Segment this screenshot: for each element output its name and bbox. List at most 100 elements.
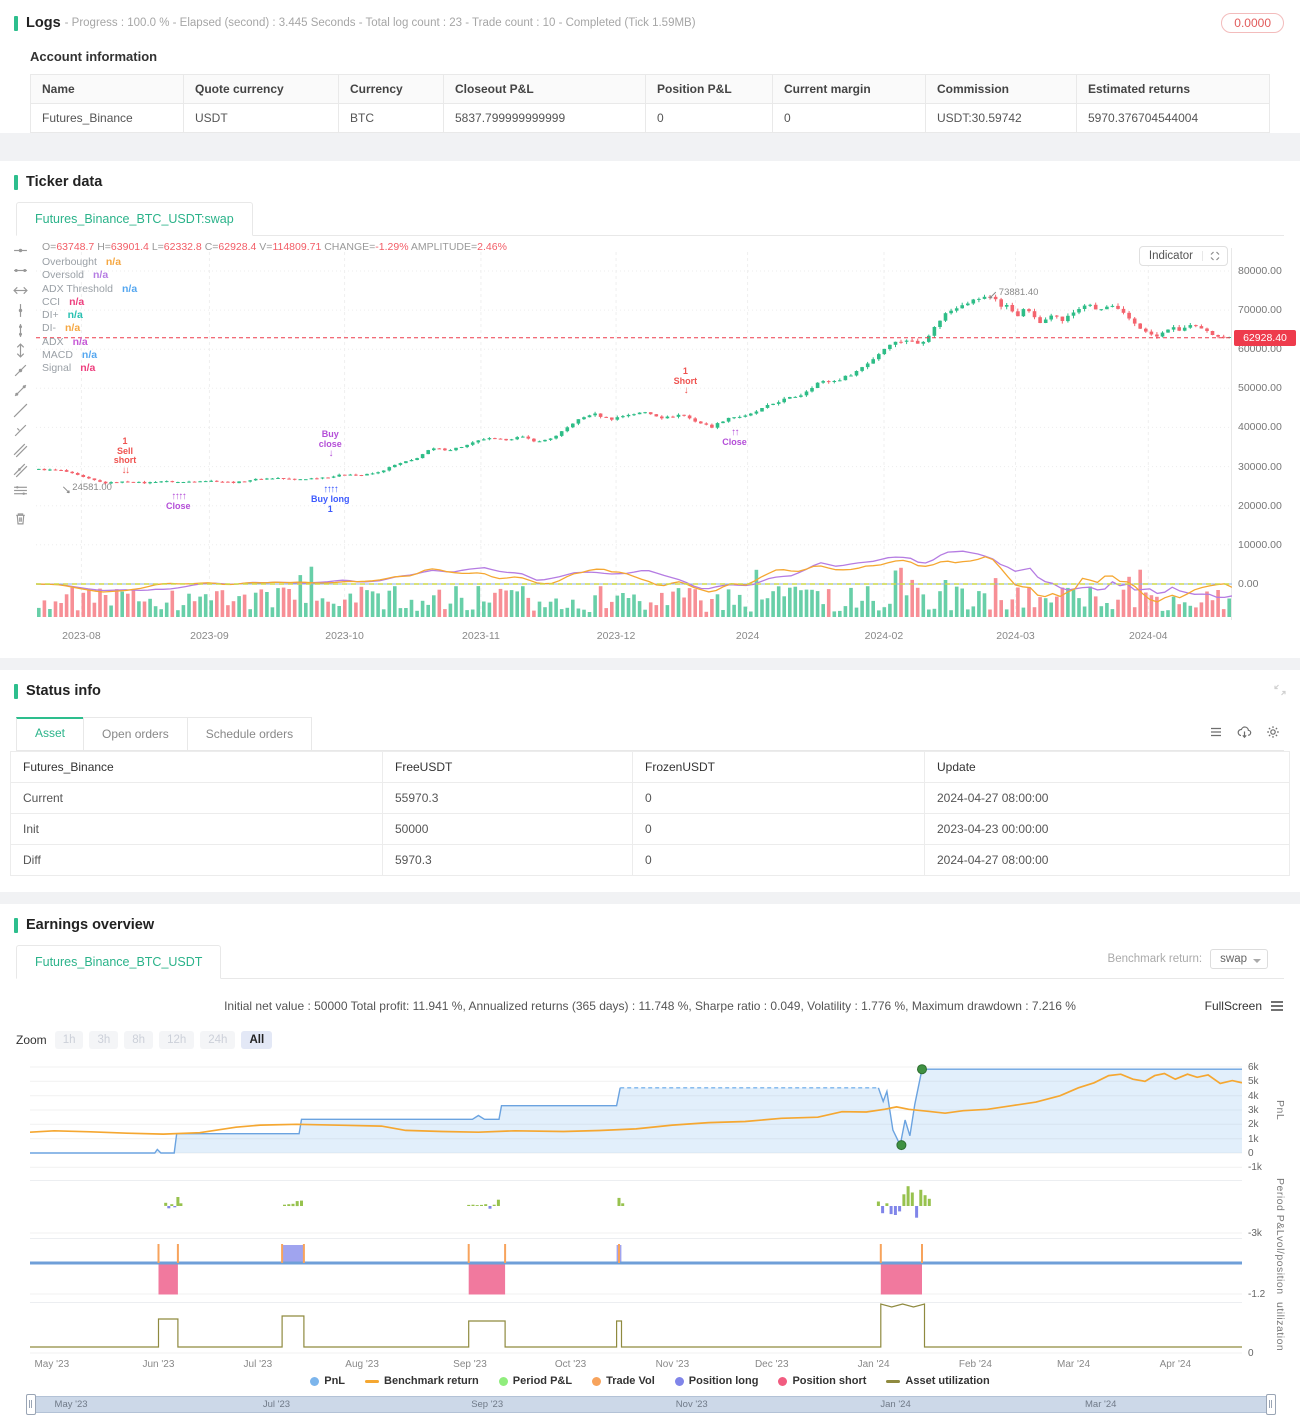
earnings-time-label: Jul '23: [243, 1359, 273, 1370]
logs-summary: - Progress : 100.0 % - Elapsed (second) …: [64, 17, 696, 29]
time-axis-label: 2023-09: [190, 630, 229, 642]
horizontal-line-icon[interactable]: [12, 262, 28, 278]
delete-drawings-icon[interactable]: [12, 510, 28, 526]
vertical-line-icon[interactable]: [12, 322, 28, 338]
time-axis-label: 2024-03: [996, 630, 1035, 642]
pane-axis-label: -3k: [1248, 1228, 1262, 1239]
price-line-icon[interactable]: [12, 422, 28, 438]
cloud-download-icon[interactable]: [1237, 725, 1252, 742]
pane-axis-label: 0: [1248, 1348, 1254, 1359]
tab-asset[interactable]: Asset: [16, 717, 85, 751]
pane-title-period-p-l: Period P&L: [1274, 1178, 1286, 1237]
earnings-chart-area[interactable]: 6k 5k 4k 3k 2k 1k 0 -1k -3k -1.2 0 PnL Period P&L vo…: [0, 1058, 1300, 1418]
trend-line-icon[interactable]: [12, 382, 28, 398]
chart-navigator[interactable]: May '23 Jul '23 Sep '23 Nov '23 Jan '24 Mar '…: [26, 1394, 1276, 1415]
pane-axis-label: -1.2: [1248, 1289, 1266, 1300]
time-axis-label: 2023-12: [596, 630, 636, 642]
navigator-left-handle[interactable]: [26, 1394, 36, 1415]
zoom-button-1h[interactable]: 1h: [54, 1031, 84, 1049]
gear-icon[interactable]: [1266, 725, 1280, 742]
zoom-button-8h[interactable]: 8h: [124, 1031, 154, 1049]
tab-ticker-symbol[interactable]: Futures_Binance_BTC_USDT:swap: [16, 202, 253, 236]
parallel-lines-icon[interactable]: [12, 442, 28, 458]
cell-estimated-returns: 5970.376704544004: [1076, 103, 1270, 133]
trade-marker: 1 Short ↓: [673, 366, 698, 396]
time-axis-label: 2023-08: [62, 630, 101, 642]
legend-swatch: [498, 1376, 508, 1386]
parallel-channel-icon[interactable]: [12, 462, 28, 478]
row-label-current[interactable]: Current: [10, 782, 383, 814]
section-accent-bar: [14, 683, 18, 699]
account-information-table: Name Quote currency Currency Closeout P&…: [30, 74, 1270, 133]
candlestick-chart-area[interactable]: 73881.40 24581.00 O=63748.7 H=63901.4 L=6…: [0, 238, 1300, 652]
legend-label: Position short: [792, 1375, 867, 1387]
candlestick-chart[interactable]: 73881.40 24581.00: [36, 240, 1232, 625]
trend-extended-icon[interactable]: [12, 402, 28, 418]
navigator-right-handle[interactable]: [1266, 1394, 1276, 1415]
pane-title-vol-position: vol/position: [1274, 1236, 1286, 1295]
legend-item-period-p-l[interactable]: Period P&L: [498, 1375, 572, 1387]
legend-item-benchmark-return[interactable]: Benchmark return: [365, 1375, 479, 1387]
tab-earnings-symbol[interactable]: Futures_Binance_BTC_USDT: [16, 945, 222, 979]
cell-init-frozen: 0: [632, 813, 925, 845]
legend-item-trade-vol[interactable]: Trade Vol: [592, 1375, 655, 1387]
trend-segment-icon[interactable]: [12, 362, 28, 378]
pnl-axis-label: 2k: [1248, 1119, 1259, 1131]
legend-swatch: [674, 1376, 684, 1386]
legend-label: Asset utilization: [905, 1375, 990, 1387]
horizontal-extended-icon[interactable]: [12, 282, 28, 298]
col-currency: Currency: [338, 74, 444, 104]
earnings-time-label: Feb '24: [958, 1359, 992, 1370]
legend-item-position-short[interactable]: Position short: [778, 1375, 866, 1387]
horizontal-rays-icon[interactable]: [12, 482, 28, 498]
indicator-button[interactable]: Indicator: [1138, 246, 1228, 266]
ticker-panel: Ticker data Futures_Binance_BTC_USDT:swa…: [0, 161, 1300, 658]
svg-text:73881.40: 73881.40: [999, 287, 1039, 298]
legend-item-pnl[interactable]: PnL: [310, 1375, 345, 1387]
zoom-button-12h[interactable]: 12h: [159, 1031, 195, 1049]
navigator-label: Jan '24: [880, 1399, 911, 1410]
col-current-margin: Current margin: [772, 74, 926, 104]
pnl-axis-label: 6k: [1248, 1062, 1259, 1074]
earnings-time-label: Jun '23: [142, 1359, 175, 1370]
svg-text:24581.00: 24581.00: [72, 482, 112, 493]
vertical-segment-icon[interactable]: [12, 302, 28, 318]
col-position-pnl: Position P&L: [645, 74, 773, 104]
pnl-axis-label: 4k: [1248, 1090, 1259, 1102]
price-axis-label: 40000.00: [1238, 421, 1282, 434]
pnl-axis-label: 1k: [1248, 1133, 1259, 1145]
zoom-button-all[interactable]: All: [241, 1031, 273, 1049]
trade-marker: ↑↑ Close: [722, 427, 747, 447]
trade-marker: ↑↑↑↑ Close: [166, 491, 191, 511]
tab-schedule-orders[interactable]: Schedule orders: [186, 717, 313, 751]
fullscreen-button[interactable]: FullScreen: [1205, 999, 1284, 1013]
price-axis-label: 60000.00: [1238, 343, 1282, 356]
col-closeout-pnl: Closeout P&L: [443, 74, 646, 104]
expand-icon[interactable]: [1202, 251, 1227, 261]
collapse-icon[interactable]: [1274, 684, 1286, 699]
pane-title-utilization: utilization: [1274, 1302, 1286, 1352]
earnings-time-label: Apr '24: [1159, 1359, 1192, 1370]
benchmark-select[interactable]: swap: [1210, 949, 1268, 969]
earnings-panel: Earnings overview Futures_Binance_BTC_US…: [0, 904, 1300, 1428]
legend-item-asset-utilization[interactable]: Asset utilization: [886, 1375, 990, 1387]
horizontal-segment-icon[interactable]: [12, 242, 28, 258]
status-title: Status info: [26, 683, 101, 699]
price-axis-label: 80000.00: [1238, 265, 1282, 277]
earnings-time-label: Jan '24: [857, 1359, 890, 1370]
tab-open-orders[interactable]: Open orders: [83, 717, 188, 751]
cell-commission: USDT:30.59742: [925, 103, 1077, 133]
col-frozen-usdt: FrozenUSDT: [632, 751, 925, 783]
vertical-extended-icon[interactable]: [12, 342, 28, 358]
price-axis-label: 10000.00: [1238, 538, 1282, 551]
menu-icon[interactable]: [1209, 725, 1223, 742]
col-quote-currency: Quote currency: [183, 74, 339, 104]
zoom-button-3h[interactable]: 3h: [89, 1031, 119, 1049]
earnings-chart[interactable]: [30, 1058, 1242, 1358]
earnings-time-label: Aug '23: [345, 1359, 379, 1370]
zoom-button-24h[interactable]: 24h: [200, 1031, 236, 1049]
asset-row-current: Current 55970.3 0 2024-04-27 08:00:00: [10, 782, 1290, 814]
legend-item-position-long[interactable]: Position long: [674, 1375, 758, 1387]
row-label-diff: Diff: [10, 844, 383, 876]
current-price-tag: 62928.40: [1234, 329, 1296, 346]
